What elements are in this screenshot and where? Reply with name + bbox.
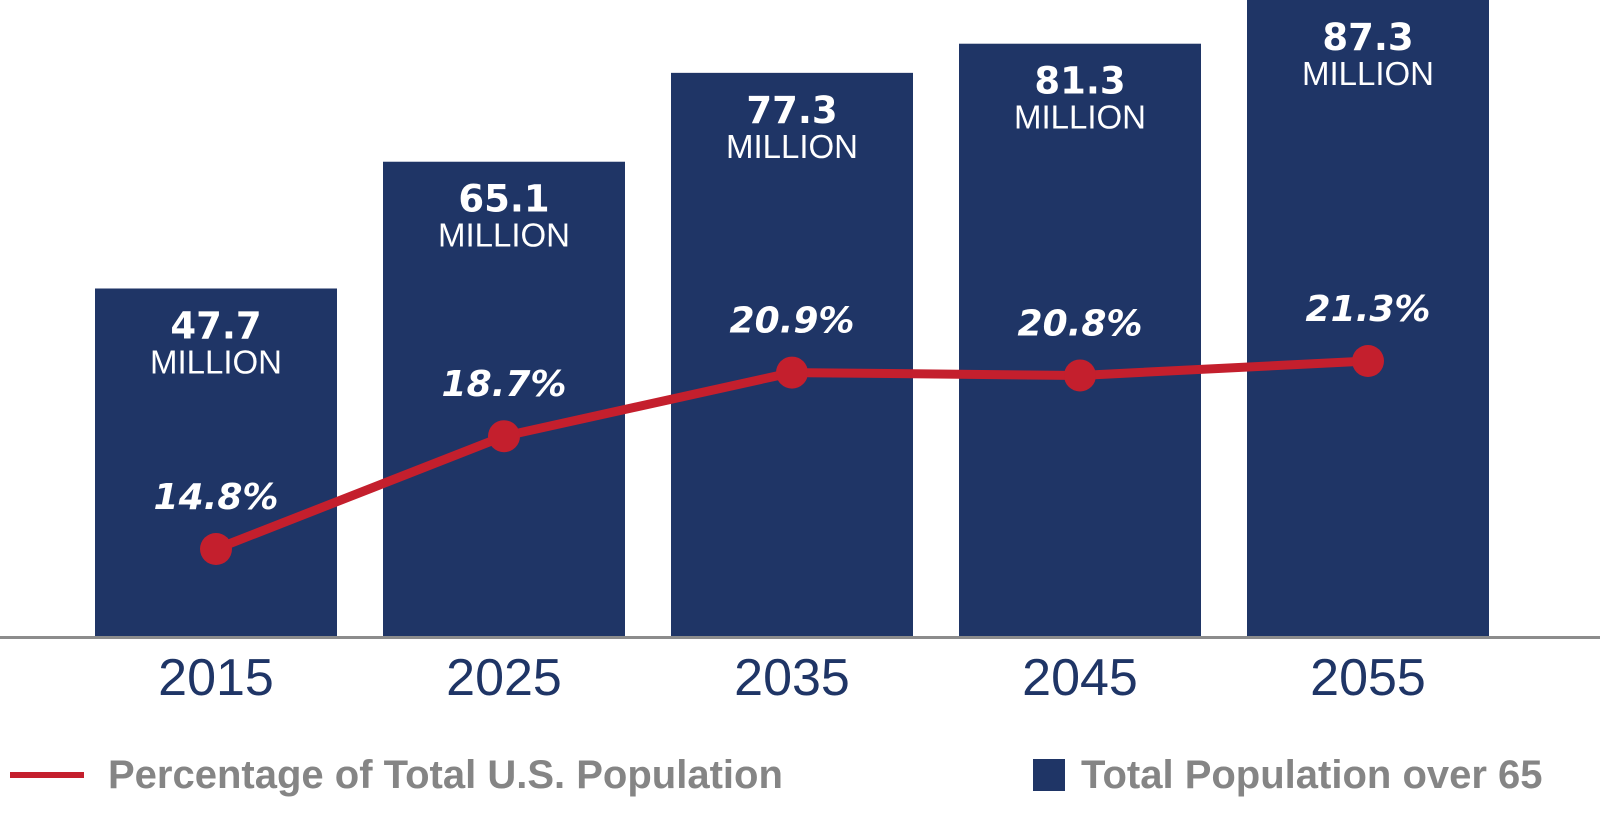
percentage-point bbox=[1064, 359, 1096, 392]
x-tick-label: 2055 bbox=[1310, 649, 1426, 707]
bar-value-label: 65.1 bbox=[458, 178, 549, 221]
bar bbox=[1247, 0, 1489, 636]
bar-unit-label: MILLION bbox=[726, 128, 858, 165]
x-tick-label: 2025 bbox=[446, 649, 562, 707]
x-tick-label: 2015 bbox=[158, 649, 274, 707]
bar-unit-label: MILLION bbox=[1014, 99, 1146, 136]
percentage-point bbox=[200, 533, 232, 565]
percentage-label: 14.8% bbox=[154, 477, 279, 518]
percentage-label: 18.7% bbox=[442, 364, 567, 405]
x-axis-line bbox=[0, 636, 1600, 639]
bar bbox=[959, 43, 1201, 636]
percentage-label: 20.9% bbox=[730, 301, 855, 342]
legend-label-population: Total Population over 65 bbox=[1081, 752, 1543, 797]
bar-unit-label: MILLION bbox=[150, 343, 282, 380]
bar-value-label: 47.7 bbox=[170, 304, 261, 347]
bar bbox=[671, 72, 913, 636]
bar-value-label: 77.3 bbox=[746, 89, 837, 132]
legend-item-population: Total Population over 65 bbox=[1033, 748, 1543, 802]
percentage-point bbox=[776, 356, 808, 389]
bar bbox=[383, 161, 625, 636]
legend-label-percentage: Percentage of Total U.S. Population bbox=[108, 752, 783, 797]
bar-value-label: 87.3 bbox=[1322, 16, 1413, 59]
bar-unit-label: MILLION bbox=[438, 217, 570, 254]
legend-bar-swatch bbox=[1033, 759, 1065, 791]
percentage-label: 21.3% bbox=[1306, 289, 1431, 330]
percentage-point bbox=[1352, 345, 1384, 377]
x-tick-label: 2045 bbox=[1022, 649, 1138, 707]
percentage-label: 20.8% bbox=[1018, 303, 1143, 344]
legend-line-swatch bbox=[10, 772, 84, 778]
bar bbox=[95, 288, 337, 636]
legend-item-percentage: Percentage of Total U.S. Population bbox=[10, 748, 783, 802]
percentage-point bbox=[488, 420, 520, 453]
bar-unit-label: MILLION bbox=[1302, 55, 1434, 92]
x-tick-label: 2035 bbox=[734, 649, 850, 707]
bar-value-label: 81.3 bbox=[1034, 60, 1125, 103]
